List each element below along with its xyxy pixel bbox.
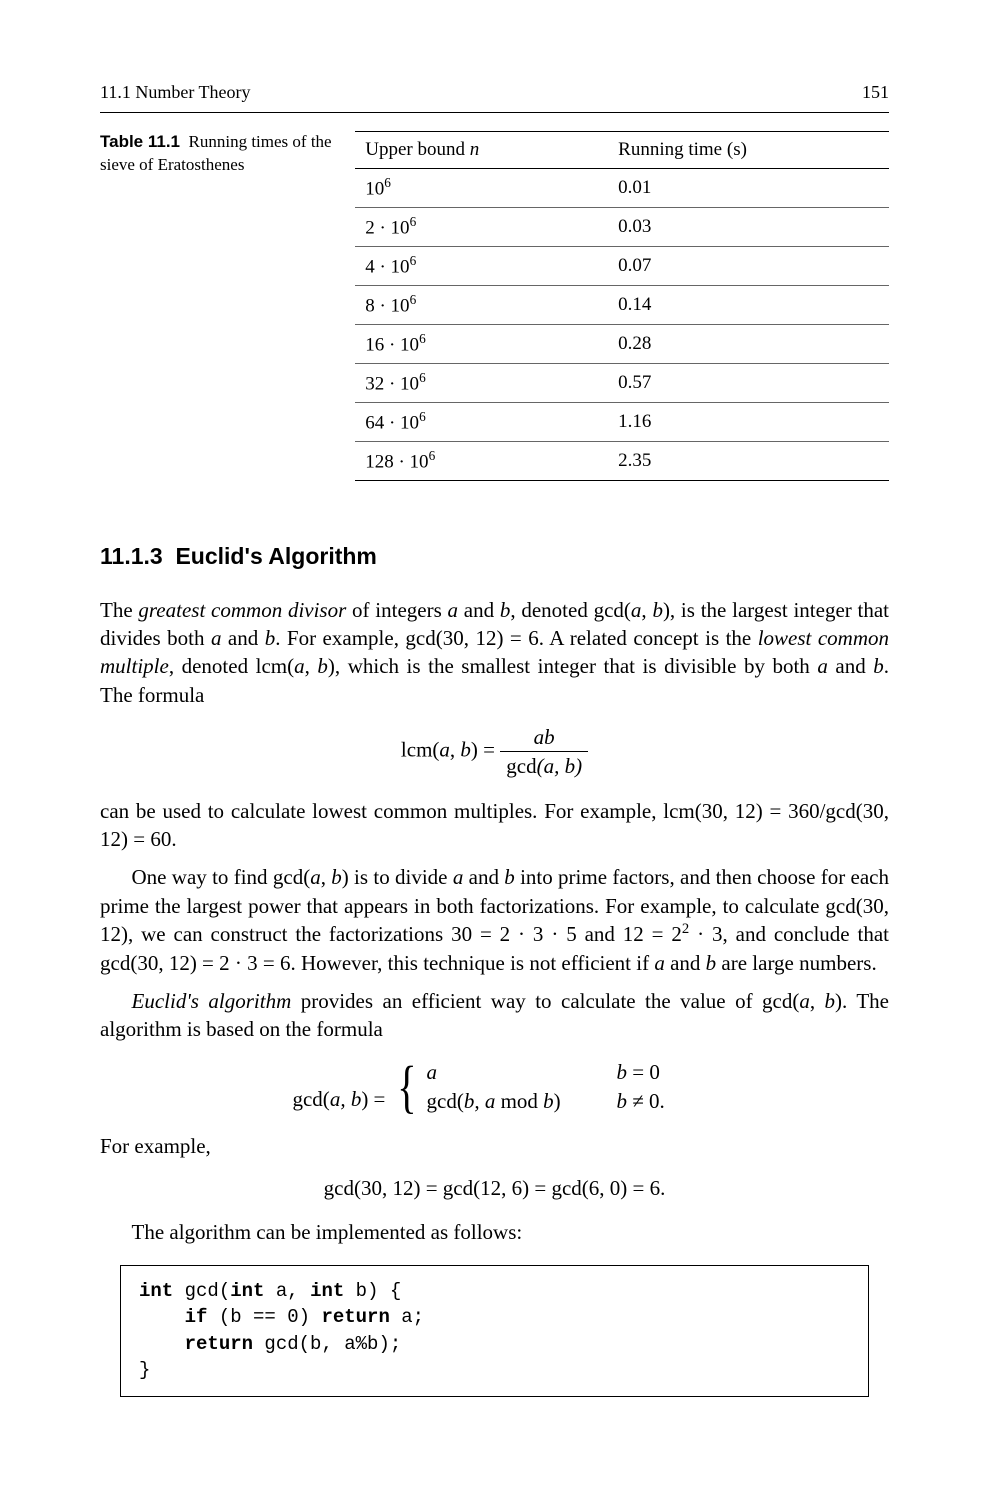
paragraph-2: can be used to calculate lowest common m… xyxy=(100,797,889,854)
page-number: 151 xyxy=(862,80,889,104)
table-row: 32 · 1060.57 xyxy=(355,363,889,402)
page: 11.1 Number Theory 151 Table 11.1 Runnin… xyxy=(0,0,989,1500)
paragraph-4: Euclid's algorithm provides an efficient… xyxy=(100,987,889,1044)
subsection-number: 11.1.3 xyxy=(100,543,163,569)
cell-time: 0.03 xyxy=(608,207,889,246)
paragraph-3: One way to find gcd(a, b) is to divide a… xyxy=(100,863,889,976)
cell-time: 1.16 xyxy=(608,402,889,441)
cell-n: 2 · 106 xyxy=(355,207,608,246)
cell-time: 0.28 xyxy=(608,324,889,363)
table-row: 16 · 1060.28 xyxy=(355,324,889,363)
table-row: 8 · 1060.14 xyxy=(355,285,889,324)
section-label: 11.1 Number Theory xyxy=(100,80,250,104)
col-header-time: Running time (s) xyxy=(608,132,889,169)
gcd-example: gcd(30, 12) = gcd(12, 6) = gcd(6, 0) = 6… xyxy=(100,1174,889,1202)
table-row: 64 · 1061.16 xyxy=(355,402,889,441)
subsection-title: Euclid's Algorithm xyxy=(175,543,376,569)
code-listing: int gcd(int a, int b) { if (b == 0) retu… xyxy=(120,1265,869,1397)
cell-n: 106 xyxy=(355,168,608,207)
cell-n: 64 · 106 xyxy=(355,402,608,441)
gcd-cases-formula: gcd(a, b) = { a b = 0 gcd(b, a mod b) b … xyxy=(100,1058,889,1116)
cell-time: 0.57 xyxy=(608,363,889,402)
table-block: Table 11.1 Running times of the sieve of… xyxy=(100,131,889,480)
cell-n: 4 · 106 xyxy=(355,246,608,285)
table-row: 4 · 1060.07 xyxy=(355,246,889,285)
subsection-heading: 11.1.3 Euclid's Algorithm xyxy=(100,541,889,572)
table-row: 1060.01 xyxy=(355,168,889,207)
table-row: 128 · 1062.35 xyxy=(355,441,889,480)
table-caption: Table 11.1 Running times of the sieve of… xyxy=(100,131,355,177)
paragraph-5: For example, xyxy=(100,1132,889,1160)
lcm-formula: lcm(a, b) = ab gcd(a, b) xyxy=(100,723,889,781)
paragraph-1: The greatest common divisor of integers … xyxy=(100,596,889,709)
cell-n: 128 · 106 xyxy=(355,441,608,480)
cell-time: 0.07 xyxy=(608,246,889,285)
cell-n: 32 · 106 xyxy=(355,363,608,402)
running-head: 11.1 Number Theory 151 xyxy=(100,80,889,104)
table-row: 2 · 1060.03 xyxy=(355,207,889,246)
sieve-table: Upper bound n Running time (s) 1060.012 … xyxy=(355,131,889,480)
header-rule xyxy=(100,112,889,113)
cell-time: 0.14 xyxy=(608,285,889,324)
cell-n: 8 · 106 xyxy=(355,285,608,324)
col-header-n: Upper bound n xyxy=(355,132,608,169)
cell-n: 16 · 106 xyxy=(355,324,608,363)
cell-time: 0.01 xyxy=(608,168,889,207)
cell-time: 2.35 xyxy=(608,441,889,480)
paragraph-6: The algorithm can be implemented as foll… xyxy=(100,1218,889,1246)
table-label: Table 11.1 xyxy=(100,132,180,151)
table-body: 1060.012 · 1060.034 · 1060.078 · 1060.14… xyxy=(355,168,889,480)
